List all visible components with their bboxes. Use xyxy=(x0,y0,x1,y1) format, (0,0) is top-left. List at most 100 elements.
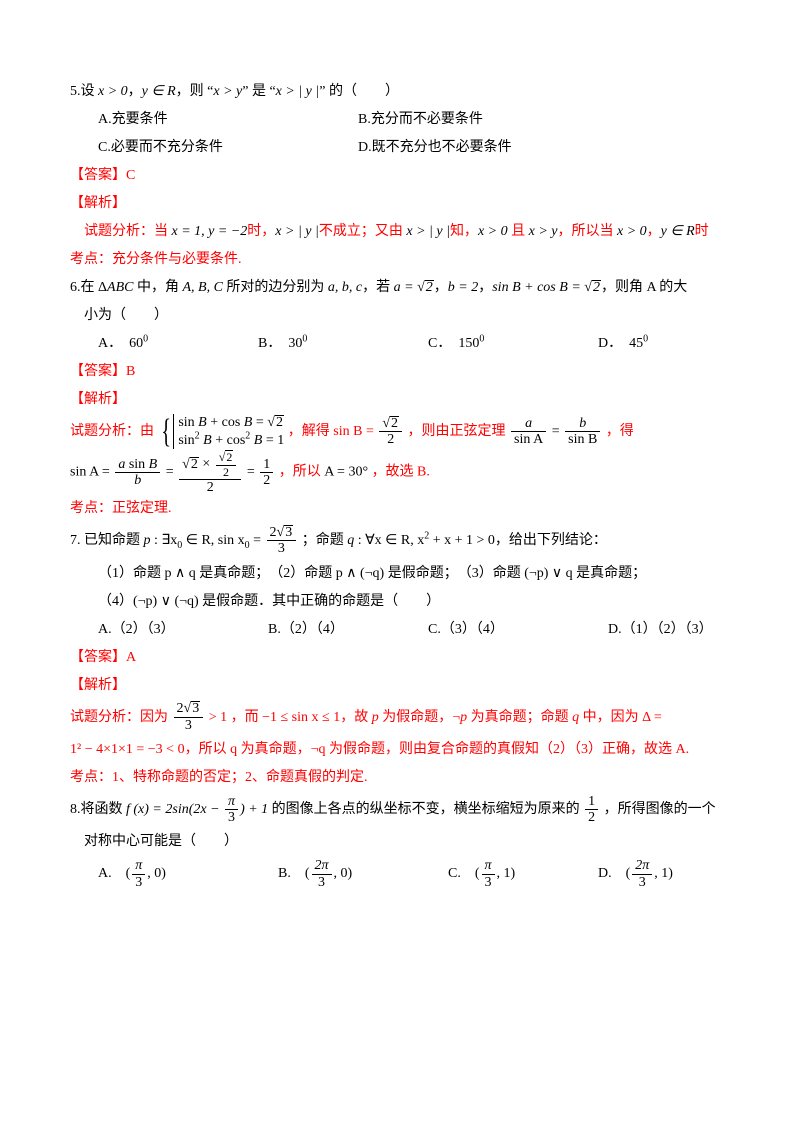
cases: sin B + cos B = 2 sin2 B + cos2 B = 1 xyxy=(173,414,284,449)
text: sin A = xyxy=(70,465,113,480)
q8-optD: D. (2π3, 1) xyxy=(598,856,673,892)
label: 【答案】 xyxy=(70,650,126,665)
text: 且 xyxy=(508,224,529,239)
value: B xyxy=(126,364,135,379)
text: 7. 已知命题 xyxy=(70,533,144,548)
q6-options: A． 600 B． 300 C． 1500 D． 450 xyxy=(70,330,730,358)
math: ∈ R, sin x xyxy=(182,533,244,548)
math: x > 0 xyxy=(98,84,128,99)
text: ，故选 B. xyxy=(372,465,430,480)
q8-stem: 8.将函数 f (x) = 2sin(2x − π3) + 1 的图像上各点的纵… xyxy=(70,792,730,828)
text: 5.设 xyxy=(70,84,98,99)
math: x > y xyxy=(529,224,558,239)
math: y ∈ R xyxy=(142,84,176,99)
text: > 1 xyxy=(209,710,227,725)
q8-optC: C. (π3, 1) xyxy=(448,856,598,892)
q8-stem-2: 对称中心可能是（ ） xyxy=(70,828,730,856)
math: x > 0 xyxy=(478,224,508,239)
text: 为真命题；命题 xyxy=(471,710,573,725)
q5-analysis: 试题分析：当 x = 1, y = −2时，x > | y |不成立；又由 x … xyxy=(70,218,730,246)
text: 试题分析：因为 xyxy=(70,710,172,725)
q5-jiexi: 【解析】 xyxy=(70,190,730,218)
text: 时， xyxy=(247,224,275,239)
value: C xyxy=(126,168,135,183)
math: + x + 1 > 0 xyxy=(429,533,495,548)
frac: a sin Bb xyxy=(113,457,162,489)
eq: = xyxy=(552,424,563,439)
text: ” 的（ ） xyxy=(319,84,399,99)
text: ， xyxy=(434,280,448,295)
value: A xyxy=(126,650,136,665)
q7-s1: （1）命题 p ∧ q 是真命题； （2）命题 p ∧ (¬q) 是假命题； （… xyxy=(70,560,730,588)
text: ；命题 xyxy=(302,533,348,548)
text: ，所以当 xyxy=(557,224,617,239)
text: 的图像上各点的纵坐标不变，横坐标缩短为原来的 xyxy=(272,802,584,817)
p: p xyxy=(144,533,151,548)
text: ” 是 “ xyxy=(242,84,275,99)
q6-jiexi: 【解析】 xyxy=(70,386,730,414)
label: 【答案】 xyxy=(70,364,126,379)
q6-topic: 考点：正弦定理. xyxy=(70,495,730,523)
q7-ana-2: 1² − 4×1×1 = −3 < 0，所以 q 为真命题，¬q 为假命题，则由… xyxy=(70,736,730,764)
text: 所对的边分别为 xyxy=(223,280,328,295)
text: 8.将函数 xyxy=(70,802,126,817)
text: ，解得 sin B = xyxy=(288,424,378,439)
frac: 233 xyxy=(265,525,299,557)
text: 知， xyxy=(450,224,478,239)
text: 不成立；又由 xyxy=(319,224,407,239)
math: x > y xyxy=(213,84,242,99)
text: ，所以 xyxy=(279,465,325,480)
text: ，给出下列结论： xyxy=(495,533,607,548)
math: : ∀x ∈ R, x xyxy=(354,533,424,548)
q7-answer: 【答案】A xyxy=(70,644,730,672)
brace-icon: { xyxy=(161,415,171,449)
q7-optD: D.（1）（2）（3） xyxy=(608,616,713,644)
text: ，而 −1 ≤ sin x ≤ 1，故 xyxy=(231,710,372,725)
math: A = 30° xyxy=(324,465,368,480)
label: 【答案】 xyxy=(70,168,126,183)
frac: 12 xyxy=(583,794,600,826)
q7-options: A.（2）（3） B.（2）（4） C.（3）（4） D.（1）（2）（3） xyxy=(70,616,730,644)
q6-optA: A． 600 xyxy=(98,330,258,358)
text: ， xyxy=(647,224,661,239)
math: x > 0 xyxy=(617,224,647,239)
text: 试题分析：由 xyxy=(70,424,158,439)
q5-optD: D.既不充分也不必要条件 xyxy=(358,134,512,162)
math: : ∃x xyxy=(151,533,178,548)
frac: bsin B xyxy=(563,416,602,448)
frac: 12 xyxy=(258,457,275,489)
q6-stem-2: 小为（ ） xyxy=(70,302,730,330)
frac: π3 xyxy=(223,794,240,826)
q5-optB: B.充分而不必要条件 xyxy=(358,106,483,134)
q6-ana-2: sin A = a sin Bb = 2 × 22 2 = 12 ，所以 A =… xyxy=(70,450,730,495)
math: y ∈ R xyxy=(661,224,695,239)
q6-optC: C． 1500 xyxy=(428,330,598,358)
q5-optC: C.必要而不充分条件 xyxy=(98,134,358,162)
frac: asin A xyxy=(509,416,548,448)
text: ， xyxy=(128,84,142,99)
math: = xyxy=(250,533,265,548)
math: a = 2 xyxy=(394,280,434,295)
text: ，则角 A 的大 xyxy=(601,280,687,295)
q5-stem: 5.设 x > 0，y ∈ R，则 “x > y” 是 “x > | y |” … xyxy=(70,78,730,106)
math: x > | y | xyxy=(275,224,319,239)
q5-answer: 【答案】C xyxy=(70,162,730,190)
q5-optA: A.充要条件 xyxy=(98,106,358,134)
q7-optA: A.（2）（3） xyxy=(98,616,268,644)
math: A, B, C xyxy=(182,280,222,295)
q8-optB: B. (2π3, 0) xyxy=(278,856,448,892)
text: ，则 “ xyxy=(176,84,214,99)
q5-options-row1: A.充要条件 B.充分而不必要条件 xyxy=(70,106,730,134)
frac: 2 × 22 2 xyxy=(177,450,243,495)
math: sin B + cos B = 2 xyxy=(492,280,601,295)
q7-ana-1: 试题分析：因为 233 > 1 ，而 −1 ≤ sin x ≤ 1，故 p 为假… xyxy=(70,700,730,736)
math: f (x) = 2sin(2x − xyxy=(126,802,223,817)
q7-topic: 考点：1、特称命题的否定；2、命题真假的判定. xyxy=(70,764,730,792)
math: ) + 1 xyxy=(240,802,268,817)
frac: 22 xyxy=(377,416,404,448)
math: x > | y | xyxy=(276,84,320,99)
frac: 233 xyxy=(172,701,206,733)
math: b = 2 xyxy=(448,280,478,295)
q7-optC: C.（3）（4） xyxy=(428,616,608,644)
q6-answer: 【答案】B xyxy=(70,358,730,386)
